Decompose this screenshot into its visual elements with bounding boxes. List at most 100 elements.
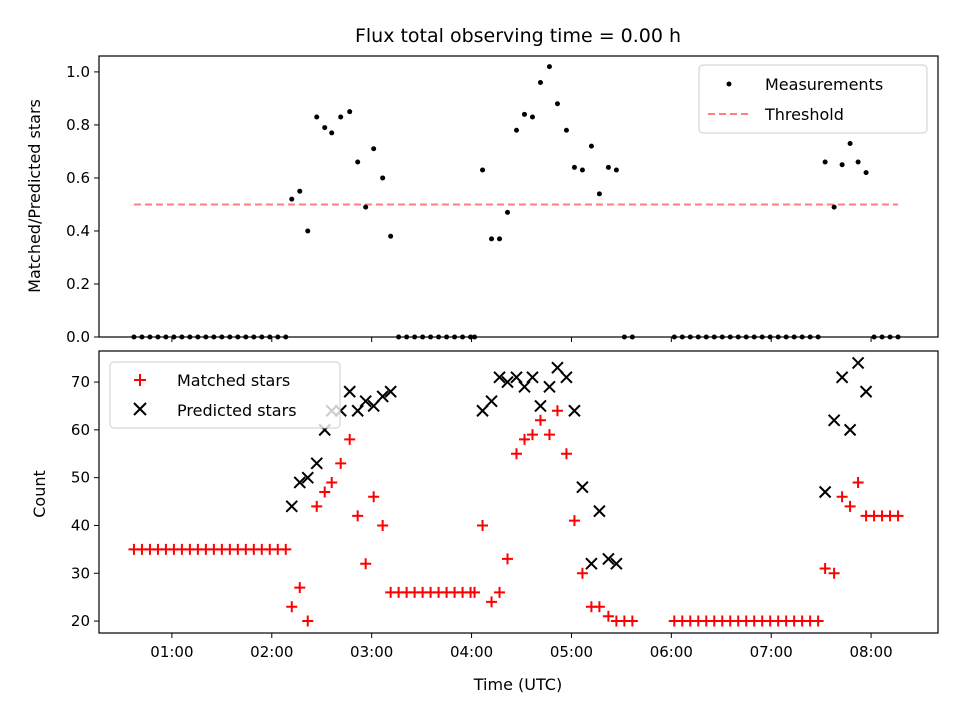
- measurement-point: [388, 233, 394, 239]
- measurement-point: [596, 191, 602, 197]
- measurement-point: [289, 196, 295, 202]
- matched-star-point: [344, 433, 356, 445]
- legend-threshold-label: Threshold: [764, 105, 844, 124]
- predicted-star-point: [510, 371, 523, 384]
- predicted-star-point: [293, 476, 306, 489]
- x-tick-label: 02:00: [250, 643, 293, 661]
- predicted-star-point: [835, 371, 849, 384]
- predicted-star-point: [818, 485, 832, 499]
- y-tick-label-ratio: 0.0: [66, 328, 90, 346]
- matched-star-point: [551, 405, 563, 417]
- matched-star-point: [543, 429, 555, 441]
- matched-star-point: [335, 457, 347, 469]
- measurement-point: [537, 80, 543, 86]
- measurement-point: [363, 204, 369, 210]
- predicted-star-point: [568, 404, 581, 417]
- x-tick-label: 08:00: [849, 643, 892, 661]
- measurement-point: [305, 228, 311, 234]
- matched-star-point: [368, 491, 380, 503]
- measurement-point: [322, 125, 328, 131]
- matched-star-point: [319, 486, 331, 498]
- legend-ratio-box: [698, 64, 928, 134]
- matched-star-point: [518, 433, 530, 445]
- matched-star-point: [352, 510, 364, 522]
- matched-star-point: [852, 476, 864, 488]
- measurement-point: [505, 209, 511, 215]
- measurement-point: [855, 159, 861, 165]
- measurement-point: [355, 159, 361, 165]
- panel-count: 20 30 40 50 60 70 01:00 02:00 03:00 04:00 05:00 06…: [30, 350, 939, 694]
- predicted-star-point: [534, 399, 547, 413]
- matched-star-point: [280, 543, 292, 555]
- measurement-point: [563, 127, 569, 133]
- predicted-star-point: [560, 371, 573, 384]
- predicted-star-point: [301, 471, 314, 484]
- chart-title: Flux total observing time = 0.00 h: [355, 25, 681, 47]
- predicted-star-point: [343, 385, 356, 398]
- measurement-point: [571, 164, 577, 170]
- measurement-point: [497, 236, 503, 242]
- predicted-star-point: [384, 385, 397, 398]
- matched-star-point: [602, 610, 614, 622]
- matched-star-point: [502, 553, 514, 565]
- legend-matched-label: Matched stars: [177, 371, 290, 390]
- predicted-star-point: [576, 481, 589, 494]
- predicted-star-point: [493, 371, 506, 384]
- measurement-point: [314, 114, 320, 120]
- matched-star-point: [819, 562, 831, 574]
- legend-ratio: Measurements Threshold: [698, 64, 928, 134]
- measurement-point: [847, 140, 853, 146]
- matched-star-point: [294, 582, 306, 594]
- matched-star-point: [568, 515, 580, 527]
- matched-star-point: [494, 586, 506, 598]
- y-tick-label-count: 20: [71, 612, 90, 630]
- measurement-point: [514, 127, 520, 133]
- predicted-star-point: [359, 394, 372, 408]
- legend-count: Matched stars Predicted stars: [109, 361, 341, 429]
- predicted-star-point: [827, 414, 841, 427]
- measurement-point: [579, 167, 585, 173]
- legend-measurements-marker: [726, 81, 732, 87]
- predicted-star-point: [476, 404, 489, 417]
- measurement-point: [863, 170, 869, 176]
- y-tick-label-count: 40: [71, 516, 90, 534]
- y-tick-label-ratio: 1.0: [66, 63, 90, 81]
- x-tick-label: 04:00: [450, 643, 493, 661]
- legend-measurements-label: Measurements: [765, 75, 883, 94]
- matched-star-point: [311, 500, 323, 512]
- measurement-point: [347, 109, 353, 115]
- measurement-point: [338, 114, 344, 120]
- predicted-star-point: [551, 361, 564, 374]
- y-axis-label-count: Count: [30, 470, 49, 518]
- measurement-point: [297, 188, 303, 194]
- predicted-star-point: [501, 375, 514, 389]
- matched-star-point: [576, 567, 588, 579]
- y-tick-label-count: 30: [71, 564, 90, 582]
- matched-star-point: [534, 414, 546, 426]
- measurement-point: [613, 167, 619, 173]
- x-tick-label: 03:00: [350, 643, 393, 661]
- predicted-star-point: [543, 380, 556, 394]
- predicted-star-point: [351, 404, 364, 417]
- panel-ratio: Flux total observing time = 0.00 h 0.0 0.…: [25, 25, 939, 346]
- x-axis-label: Time (UTC): [473, 675, 562, 694]
- matched-star-point: [302, 615, 314, 627]
- x-tick-label: 05:00: [550, 643, 593, 661]
- legend-matched-marker: [134, 374, 146, 386]
- matched-star-point: [286, 601, 298, 613]
- matched-star-point: [477, 519, 489, 531]
- y-tick-label-ratio: 0.6: [66, 169, 90, 187]
- measurement-point: [371, 146, 377, 152]
- y-tick-label-count: 70: [71, 373, 90, 391]
- legend-count-box: [109, 361, 341, 429]
- x-tick-label: 01:00: [150, 643, 193, 661]
- measurement-point: [489, 236, 495, 242]
- predicted-star-point: [518, 380, 531, 394]
- panel-ratio-frame: [98, 55, 939, 338]
- matched-star-point: [626, 615, 638, 627]
- measurement-point: [831, 204, 837, 210]
- y-tick-label-count: 60: [71, 421, 90, 439]
- predicted-star-point: [602, 552, 615, 566]
- matched-star-point: [360, 558, 372, 570]
- predicted-star-point: [593, 504, 606, 518]
